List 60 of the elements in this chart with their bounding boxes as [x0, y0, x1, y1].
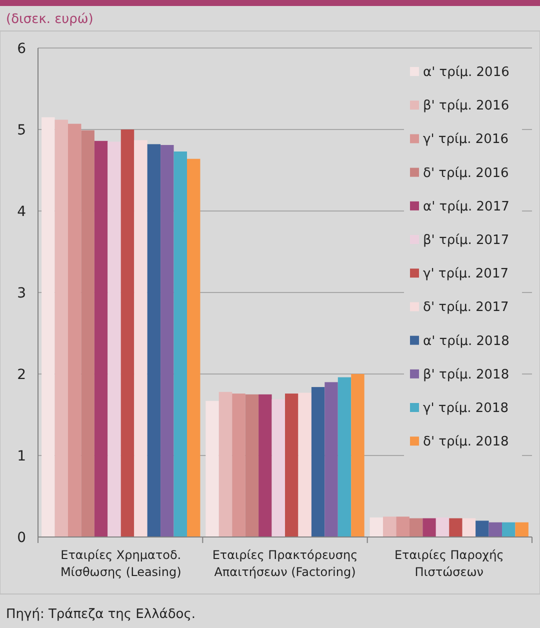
- legend-label: δ' τρίμ. 2016: [423, 166, 509, 181]
- y-tick-label: 0: [17, 530, 26, 546]
- y-axis-title: (δισεκ. ευρώ): [6, 12, 94, 27]
- legend-label: δ' τρίμ. 2017: [423, 300, 509, 316]
- text: Πηγή: Τράπεζα της Ελλάδος.: [6, 607, 196, 622]
- bar: [476, 520, 489, 537]
- bar: [258, 394, 272, 537]
- bar: [338, 377, 352, 537]
- bar: [206, 400, 219, 537]
- legend-label: α' τρίμ. 2018: [423, 334, 510, 349]
- bar: [370, 517, 384, 537]
- legend-label: γ' τρίμ. 2016: [423, 132, 508, 148]
- y-tick-label: 1: [17, 448, 26, 464]
- bar: [449, 518, 462, 537]
- y-tick-label: 4: [17, 204, 26, 220]
- bar: [54, 120, 68, 537]
- legend-label: β' τρίμ. 2018: [423, 367, 510, 382]
- bar: [218, 392, 232, 537]
- y-tick-label: 6: [17, 41, 26, 57]
- bar: [68, 124, 82, 537]
- y-tick-label: 5: [17, 122, 26, 138]
- bar: [285, 394, 298, 537]
- bar: [502, 522, 516, 537]
- bar: [94, 140, 108, 537]
- legend-label: δ' τρίμ. 2018: [423, 434, 509, 450]
- bar: [383, 516, 396, 537]
- bar: [108, 142, 121, 537]
- bar: [515, 522, 528, 537]
- y-tick-label: 2: [17, 367, 26, 383]
- bar: [147, 144, 161, 537]
- legend-label: α' τρίμ. 2017: [423, 199, 510, 214]
- bar: [134, 140, 148, 537]
- x-tick-label: Εταιρίες Χρηματοδ. Μίσθωσης (Leasing): [60, 548, 182, 579]
- bar: [298, 392, 312, 537]
- y-tick-label: 3: [17, 286, 26, 302]
- legend-label: γ' τρίμ. 2018: [423, 401, 508, 416]
- bar: [186, 158, 200, 537]
- bar: [324, 382, 338, 537]
- bar: [396, 516, 410, 537]
- bar: [436, 517, 450, 537]
- bar: [232, 394, 246, 537]
- bar: [42, 117, 55, 537]
- x-tick-label: Εταιρίες Πρακτόρευσης Απαιτήσεων (Factoring): [212, 548, 358, 579]
- bar: [311, 387, 325, 537]
- legend-label: β' τρίμ. 2017: [423, 233, 510, 248]
- bar: [160, 144, 174, 537]
- x-tick-label: Εταιρίες Παροχής Πιστώσεων: [394, 548, 504, 579]
- bar: [422, 518, 436, 537]
- bar: [245, 394, 259, 537]
- legend-label: α' τρίμ. 2016: [423, 65, 510, 80]
- bar: [174, 152, 187, 537]
- bar: [272, 399, 285, 537]
- bar: [488, 522, 502, 537]
- bar: [81, 130, 94, 537]
- bar: [351, 374, 364, 537]
- bar: [462, 518, 476, 537]
- bar: [120, 130, 134, 537]
- legend-label: γ' τρίμ. 2017: [423, 266, 508, 282]
- legend-label: β' τρίμ. 2016: [423, 98, 510, 114]
- bar: [409, 518, 423, 537]
